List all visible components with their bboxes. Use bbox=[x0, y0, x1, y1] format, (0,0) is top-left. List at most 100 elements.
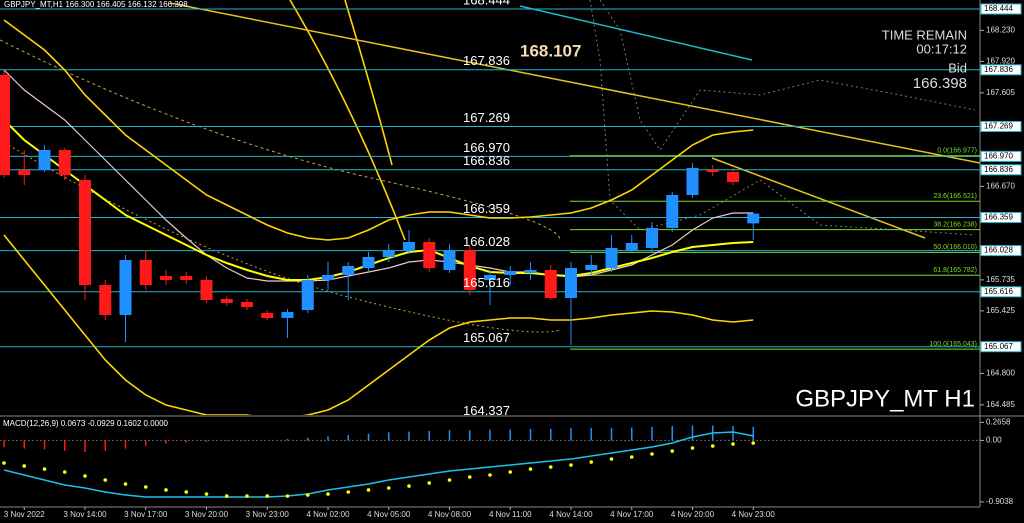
bid: 166.398 bbox=[913, 75, 967, 92]
candle-body bbox=[261, 313, 274, 318]
level-label: 166.836 bbox=[463, 153, 510, 168]
main-panel bbox=[0, 8, 980, 415]
y-tick-label: 165.425 bbox=[986, 306, 1015, 315]
level-tag-label: 166.028 bbox=[984, 246, 1013, 255]
band-line bbox=[289, 0, 406, 241]
signal-dot bbox=[488, 473, 492, 477]
candle-body bbox=[281, 312, 294, 318]
y-tick-label: 164.485 bbox=[986, 400, 1015, 409]
header: GBPJPY_MT,H1 166.300 166.405 166.132 166… bbox=[4, 0, 188, 9]
signal-dot bbox=[366, 488, 371, 492]
level-label: 165.067 bbox=[463, 330, 510, 345]
signal-dot bbox=[305, 493, 310, 497]
signal-dot bbox=[407, 484, 411, 488]
macd-tick-label: 0.2658 bbox=[986, 417, 1011, 426]
signal-dot bbox=[204, 492, 209, 496]
macd-title: MACD(12,26,9) 0.0673 -0.0929 0.1602 0.00… bbox=[3, 419, 169, 428]
signal-dot bbox=[62, 470, 67, 474]
level-label: 166.359 bbox=[463, 201, 510, 216]
macd-tick-label: 0.00 bbox=[986, 436, 1002, 445]
overlay-line bbox=[3, 234, 754, 415]
overlay-line bbox=[3, 119, 754, 281]
level-label: 168.444 bbox=[463, 0, 510, 7]
candle-body bbox=[58, 150, 71, 175]
candle-body bbox=[666, 195, 679, 228]
signal-dot bbox=[326, 492, 330, 496]
candle-body bbox=[565, 268, 577, 298]
level-tag bbox=[980, 286, 1022, 298]
candle-body bbox=[686, 168, 699, 195]
signal-dot bbox=[143, 485, 148, 489]
candle-body bbox=[342, 266, 355, 275]
signal-dot bbox=[589, 460, 594, 464]
candle-body bbox=[180, 276, 193, 280]
cloud-line bbox=[599, 0, 976, 151]
signal-dot bbox=[265, 494, 270, 498]
candle-body bbox=[524, 270, 537, 273]
candle-body bbox=[585, 265, 598, 270]
macd-line bbox=[3, 431, 754, 498]
x-tick-label: 4 Nov 23:00 bbox=[732, 510, 776, 519]
level-tag-label: 165.067 bbox=[984, 342, 1013, 351]
candle-body bbox=[79, 180, 91, 285]
signal-dot bbox=[731, 442, 735, 446]
y-tick-label: 164.800 bbox=[986, 369, 1015, 378]
signal-dot bbox=[710, 444, 715, 448]
level-tag-label: 166.836 bbox=[984, 165, 1013, 174]
signal-dot bbox=[528, 467, 533, 471]
macd-panel bbox=[0, 425, 980, 498]
candle-body bbox=[706, 170, 719, 172]
x-tick-label: 3 Nov 20:00 bbox=[185, 510, 229, 519]
signal-dot bbox=[427, 481, 432, 485]
timer: 00:17:12 bbox=[916, 41, 967, 56]
signal-dot bbox=[467, 475, 472, 479]
x-tick-label: 3 Nov 17:00 bbox=[124, 510, 168, 519]
signal-dot bbox=[164, 488, 168, 492]
signal-dot bbox=[2, 461, 6, 465]
level-tag-label: 165.616 bbox=[984, 287, 1013, 296]
overlay-line bbox=[3, 69, 754, 282]
y-tick-label: 168.230 bbox=[986, 26, 1015, 35]
dotted-line bbox=[0, 39, 561, 241]
x-tick-label: 4 Nov 02:00 bbox=[306, 510, 350, 519]
signal-dot bbox=[123, 482, 128, 486]
signal-dot bbox=[103, 478, 108, 482]
level-tag bbox=[980, 341, 1022, 353]
x-tick-label: 3 Nov 23:00 bbox=[246, 510, 290, 519]
macd-tick-label: -0.9038 bbox=[986, 497, 1014, 506]
y-tick-label: 167.605 bbox=[986, 88, 1015, 97]
bid-title: Bid bbox=[948, 60, 967, 75]
level-tag bbox=[980, 245, 1022, 257]
candle-body bbox=[443, 250, 456, 270]
fib-label: 38.2(166.238) bbox=[933, 221, 977, 228]
symbol-label: GBPJPY_MT H1 bbox=[795, 385, 975, 412]
level-tag bbox=[980, 150, 1022, 162]
signal-dot bbox=[670, 449, 675, 453]
candle-body bbox=[119, 260, 132, 315]
level-tag bbox=[980, 3, 1022, 15]
signal-dot bbox=[224, 494, 229, 498]
signal-dot bbox=[508, 470, 513, 474]
signal-dot bbox=[609, 457, 614, 461]
candle-body bbox=[139, 260, 152, 285]
fib-label: 100.0(165.043) bbox=[930, 341, 977, 348]
signal-dot bbox=[751, 441, 756, 445]
band-line bbox=[344, 0, 393, 166]
candle-body bbox=[625, 243, 638, 250]
y-tick-label: 166.670 bbox=[986, 182, 1015, 191]
x-tick-label: 4 Nov 20:00 bbox=[671, 510, 715, 519]
y-tick-label: 167.920 bbox=[986, 57, 1015, 66]
signal-dot bbox=[650, 452, 654, 456]
signal-dot bbox=[285, 494, 290, 498]
x-tick-label: 4 Nov 11:00 bbox=[489, 510, 532, 519]
candle-body bbox=[18, 170, 31, 175]
level-tag bbox=[980, 121, 1022, 132]
candle-body bbox=[484, 275, 496, 280]
level-tag-label: 167.836 bbox=[984, 65, 1013, 74]
level-label: 165.616 bbox=[463, 275, 510, 290]
level-tag-label: 168.444 bbox=[984, 4, 1013, 13]
signal-dot bbox=[22, 464, 27, 468]
candle-body bbox=[0, 75, 10, 175]
level-tag bbox=[980, 212, 1022, 223]
